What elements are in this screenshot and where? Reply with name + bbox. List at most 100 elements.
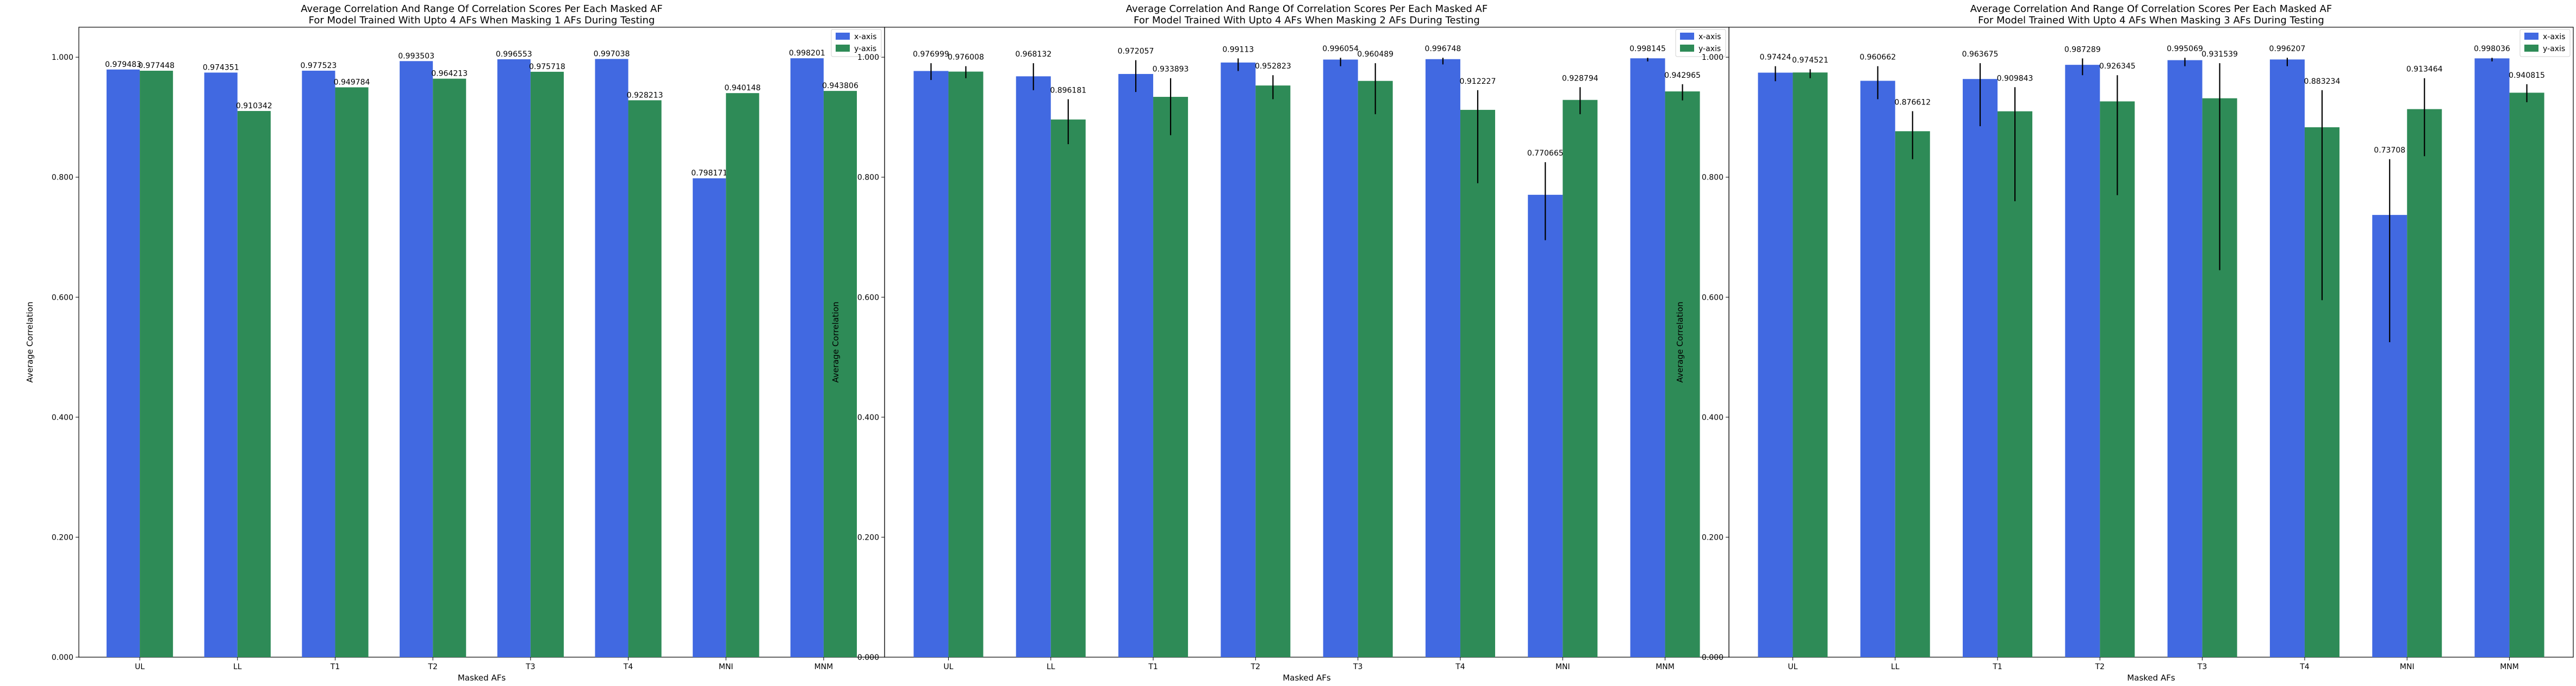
- legend-swatch: [1680, 33, 1694, 40]
- y-tick-label: 0.400: [1702, 413, 1723, 422]
- bar-y-axis: [530, 71, 564, 657]
- bar-x-axis: [693, 178, 726, 657]
- legend-swatch: [2524, 45, 2538, 52]
- y-tick-label: 0.200: [857, 533, 879, 542]
- chart-panel-3: Average Correlation And Range Of Correla…: [1675, 3, 2574, 683]
- x-tick-label: UL: [1788, 663, 1797, 671]
- data-label: 0.975718: [529, 63, 565, 71]
- bar-x-axis: [106, 69, 140, 658]
- chart-panel-2: Average Correlation And Range Of Correla…: [831, 3, 1729, 683]
- chart-subtitle: For Model Trained With Upto 4 AFs When M…: [309, 15, 655, 26]
- legend-swatch: [1680, 45, 1694, 52]
- data-label: 0.964213: [431, 70, 468, 78]
- x-tick-label: T3: [1353, 663, 1362, 671]
- bar-y-axis: [823, 91, 857, 657]
- data-label: 0.996748: [1425, 45, 1461, 53]
- x-tick-label: T3: [2197, 663, 2207, 671]
- data-label: 0.976999: [913, 50, 949, 59]
- chart-subtitle: For Model Trained With Upto 4 AFs When M…: [1978, 15, 2324, 26]
- legend-swatch: [836, 33, 850, 40]
- data-label: 0.997038: [594, 50, 630, 58]
- x-axis-label: Masked AFs: [2127, 673, 2175, 683]
- y-axis-label: Average Correlation: [25, 301, 35, 382]
- y-tick-label: 1.000: [857, 53, 879, 62]
- legend: x-axis y-axis: [2519, 29, 2571, 57]
- data-label: 0.996553: [496, 50, 532, 59]
- bar-y-axis: [726, 93, 760, 657]
- data-label: 0.913464: [2406, 65, 2443, 74]
- data-label: 0.73708: [2374, 146, 2405, 155]
- data-label: 0.940815: [2509, 71, 2545, 80]
- bar-y-axis: [335, 87, 369, 657]
- data-label: 0.943806: [822, 82, 858, 90]
- bar-x-axis: [1323, 59, 1358, 657]
- y-tick-label: 0.800: [1702, 174, 1723, 182]
- data-label: 0.995069: [2167, 45, 2203, 53]
- y-tick-label: 0.400: [52, 413, 73, 422]
- x-tick-label: T2: [1250, 663, 1260, 671]
- data-label: 0.910342: [236, 102, 272, 110]
- data-label: 0.97424: [1759, 53, 1791, 62]
- bar-x-axis: [1425, 59, 1460, 657]
- y-tick-label: 0.000: [857, 653, 879, 662]
- bar-y-axis: [1895, 131, 1930, 658]
- bar-x-axis: [1860, 81, 1895, 657]
- plot-frame: [78, 27, 885, 658]
- bar-y-axis: [1793, 72, 1828, 657]
- x-tick-label: T4: [1455, 663, 1465, 671]
- y-tick-label: 0.800: [857, 174, 879, 182]
- data-label: 0.933893: [1153, 65, 1189, 74]
- legend: x-axis y-axis: [1675, 29, 1726, 57]
- legend-swatch: [836, 45, 850, 52]
- data-label: 0.876612: [1894, 98, 1931, 107]
- x-tick-label: T4: [623, 663, 633, 671]
- bar-x-axis: [2167, 60, 2202, 657]
- y-tick-label: 1.000: [52, 53, 73, 62]
- data-label: 0.996054: [1322, 45, 1359, 53]
- bar-x-axis: [2474, 58, 2510, 658]
- legend-label: x-axis: [2543, 33, 2565, 41]
- chart-panel-1: Average Correlation And Range Of Correla…: [25, 3, 885, 683]
- bar-x-axis: [400, 61, 433, 658]
- bar-y-axis: [1153, 97, 1189, 657]
- bar-x-axis: [790, 58, 824, 657]
- x-tick-label: T2: [427, 663, 437, 671]
- data-label: 0.977523: [301, 61, 337, 70]
- chart-title: Average Correlation And Range Of Correla…: [1970, 3, 2332, 15]
- bar-x-axis: [2065, 65, 2100, 658]
- y-tick-label: 0.600: [857, 293, 879, 302]
- x-tick-label: MNI: [719, 663, 733, 671]
- legend: x-axis y-axis: [831, 29, 882, 57]
- data-label: 0.972057: [1118, 47, 1154, 56]
- bar-y-axis: [1255, 85, 1291, 657]
- data-label: 0.912227: [1460, 77, 1496, 86]
- plot-frame: [884, 27, 1729, 658]
- bar-y-axis: [1563, 100, 1598, 658]
- bar-x-axis: [595, 59, 629, 657]
- bar-x-axis: [2269, 59, 2305, 657]
- y-tick-label: 0.400: [857, 413, 879, 422]
- bar-x-axis: [302, 70, 335, 658]
- data-label: 0.963675: [1962, 50, 1999, 59]
- bar-x-axis: [204, 72, 238, 657]
- x-tick-label: T4: [2299, 663, 2310, 671]
- bar-y-axis: [1665, 91, 1700, 657]
- bar-x-axis: [1221, 62, 1256, 658]
- data-label: 0.928794: [1562, 74, 1598, 83]
- bar-x-axis: [497, 59, 531, 657]
- x-tick-label: MNM: [814, 663, 833, 671]
- bar-y-axis: [237, 111, 271, 657]
- data-label: 0.931539: [2201, 50, 2238, 59]
- y-tick-label: 0.200: [1702, 533, 1723, 542]
- data-label: 0.949784: [334, 78, 370, 87]
- data-label: 0.909843: [1997, 74, 2033, 83]
- legend-label: y-axis: [1698, 45, 1721, 53]
- data-label: 0.896181: [1050, 86, 1086, 95]
- bar-x-axis: [1016, 76, 1051, 658]
- data-label: 0.942965: [1664, 71, 1701, 80]
- bar-y-axis: [140, 71, 173, 657]
- legend-swatch: [2524, 33, 2538, 40]
- data-label: 0.998145: [1629, 45, 1666, 53]
- y-axis-label: Average Correlation: [1675, 301, 1685, 382]
- data-label: 0.928213: [627, 91, 663, 100]
